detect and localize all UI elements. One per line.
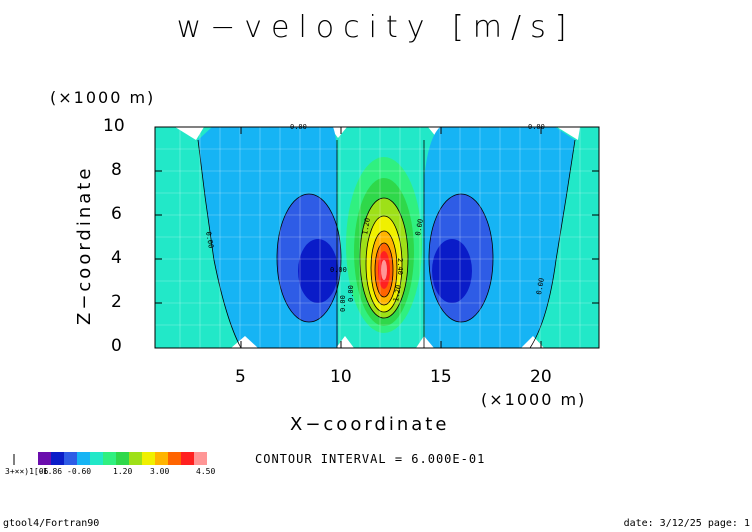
- colorbar-swatch: [90, 452, 103, 465]
- contour-fill-white: [175, 127, 204, 140]
- y-tick-label: 2: [111, 292, 122, 312]
- colorbar-swatch: [155, 452, 168, 465]
- y-tick-label: 6: [111, 204, 122, 224]
- colorbar-swatch: [64, 452, 77, 465]
- contour-fill-white: [231, 336, 258, 348]
- colorbar-swatch: [129, 452, 142, 465]
- y-axis-unit: (×1000 m): [50, 88, 156, 107]
- contour-label: 0.00: [528, 123, 545, 131]
- colorbar: [13, 452, 207, 465]
- x-axis-unit: (×1000 m): [481, 390, 587, 409]
- colorbar-label: 1.20: [113, 467, 133, 476]
- x-axis-label: X−coordinate: [290, 414, 450, 435]
- contour-label: 0.00: [535, 277, 546, 295]
- contour-fill-white: [521, 336, 544, 348]
- footer-right-text: date: 3/12/25 page: 1: [623, 518, 750, 529]
- colorbar-label: 3.00: [150, 467, 170, 476]
- contour-label: 0.00: [330, 266, 347, 274]
- colorbar-label: -1.86: [38, 467, 63, 476]
- colorbar-label: 4.50: [196, 467, 216, 476]
- plot-frame: [154, 126, 600, 349]
- contour-label: 0.00: [290, 123, 307, 131]
- colorbar-label: -0.60: [67, 467, 92, 476]
- colorbar-swatch: [103, 452, 116, 465]
- contour-fill-white: [557, 127, 580, 140]
- y-tick-label: 10: [103, 116, 125, 136]
- colorbar-swatch: [194, 452, 207, 465]
- contour-label: 0.00: [347, 285, 355, 302]
- contour-lines: [197, 139, 576, 348]
- contour-fill-white: [330, 127, 347, 138]
- tick-marks: [155, 126, 599, 348]
- x-tick-label: 5: [235, 367, 246, 387]
- colorbar-swatch: [51, 452, 64, 465]
- contour-fill-updraft-8: [381, 260, 387, 280]
- footer-left-text: gtool4/Fortran90: [3, 518, 100, 529]
- y-tick-label: 0: [111, 336, 122, 356]
- colorbar-swatch: [181, 452, 194, 465]
- colorbar-swatch: [38, 452, 51, 465]
- contour-label: 0.00: [204, 231, 215, 249]
- contour-fill-downdraft-right-core: [432, 239, 472, 303]
- contour-fill-downdraft-left-core: [298, 239, 338, 303]
- x-tick-label: 10: [330, 367, 352, 387]
- chart-title: w−velocity [m/s]: [176, 10, 576, 45]
- contour-label: 0.00: [339, 295, 347, 312]
- contour-label-group: 0.00 0.00 0.00 0.00 0.00 0.00 0.00 1.20 …: [204, 123, 546, 312]
- contour-label: 1.20: [361, 217, 372, 235]
- contour-label: 2.40: [396, 258, 404, 275]
- x-tick-label: 20: [530, 367, 552, 387]
- colorbar-swatch: [168, 452, 181, 465]
- contour-interval-text: CONTOUR INTERVAL = 6.000E-01: [255, 452, 486, 466]
- y-axis-label: Z−coordinate: [74, 165, 95, 325]
- contour-fill-white: [416, 336, 434, 348]
- colorbar-swatch: [142, 452, 155, 465]
- y-tick-label: 4: [111, 248, 122, 268]
- x-tick-label: 15: [430, 367, 452, 387]
- colorbar-overlap-text: 3+××)1[06: [5, 467, 49, 476]
- contour-label: 0.00: [414, 218, 425, 236]
- colorbar-swatch: [77, 452, 90, 465]
- colorbar-swatch: [116, 452, 129, 465]
- grid-lines: [155, 127, 599, 348]
- contour-label: 1.20: [392, 284, 403, 302]
- y-tick-label: 8: [111, 160, 122, 180]
